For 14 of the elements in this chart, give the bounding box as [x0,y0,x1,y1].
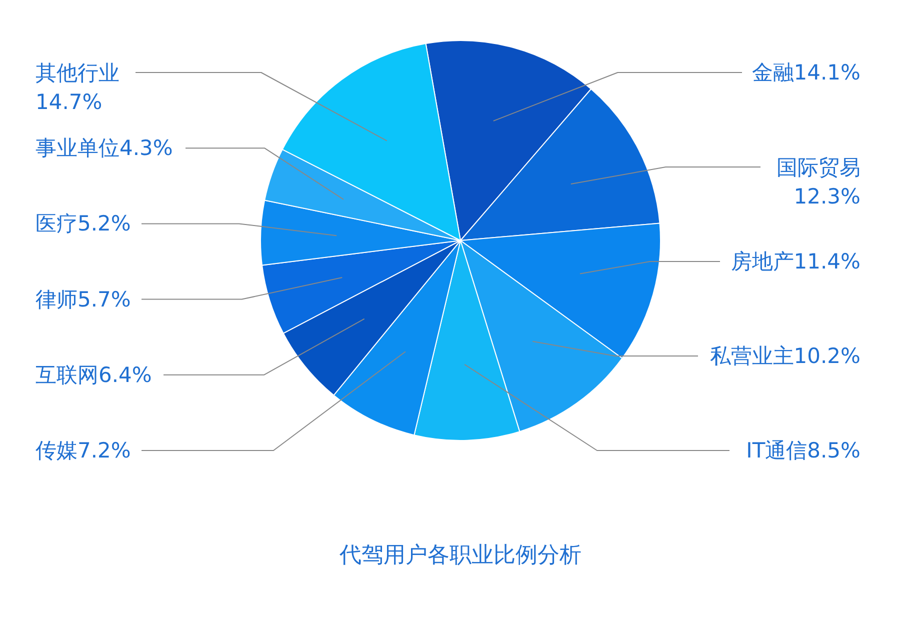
slice-label: 国际贸易 [776,156,860,180]
slice-label: 私营业主10.2% [710,344,861,368]
slice-label: 房地产11.4% [730,250,861,274]
text: 代驾用户各职业比例分析 [338,543,582,568]
data-label: 14.7% [36,90,102,114]
slice-label: 律师5.7% [36,287,131,312]
slice-label: 互联网6.4% [36,362,152,387]
slice-label: IT通信8.5% [746,438,861,462]
data-label: 12.3% [794,184,861,208]
slice-label: 其他行业 [36,61,120,86]
slice-label: 传媒7.2% [36,438,131,462]
slice-label: 事业单位4.3% [36,136,173,160]
slice-label: 医疗5.2% [36,212,131,236]
slice-label: 金融14.1% [752,60,861,84]
